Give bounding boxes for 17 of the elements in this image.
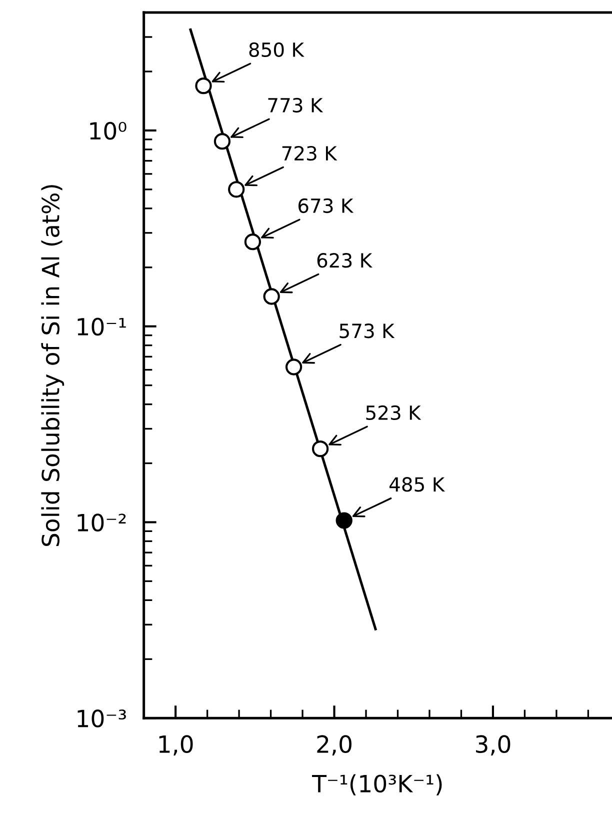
annotation: 523 K xyxy=(366,405,422,420)
y-tick-label: 10⁰ xyxy=(90,122,126,140)
y-tick-label: 10⁻² xyxy=(78,514,126,532)
x-tick-label: 2,0 xyxy=(317,735,352,756)
y-axis-title: Solid Solubility of Si in Al (at%) xyxy=(41,185,64,546)
annotation: 723 K xyxy=(282,146,338,161)
x-axis-title: T⁻¹(10³K⁻¹) xyxy=(312,774,442,796)
x-tick-label: 1,0 xyxy=(159,735,193,756)
annotation: 773 K xyxy=(268,98,324,113)
annotation: 850 K xyxy=(249,42,304,58)
annotation: 573 K xyxy=(340,324,395,338)
y-tick-label: 10⁻³ xyxy=(78,710,126,728)
annotation: 673 K xyxy=(298,198,354,214)
annotation: 485 K xyxy=(390,477,446,492)
y-tick-label: 10⁻¹ xyxy=(78,318,126,336)
annotation: 623 K xyxy=(317,253,372,268)
x-tick-label: 3,0 xyxy=(476,735,510,756)
